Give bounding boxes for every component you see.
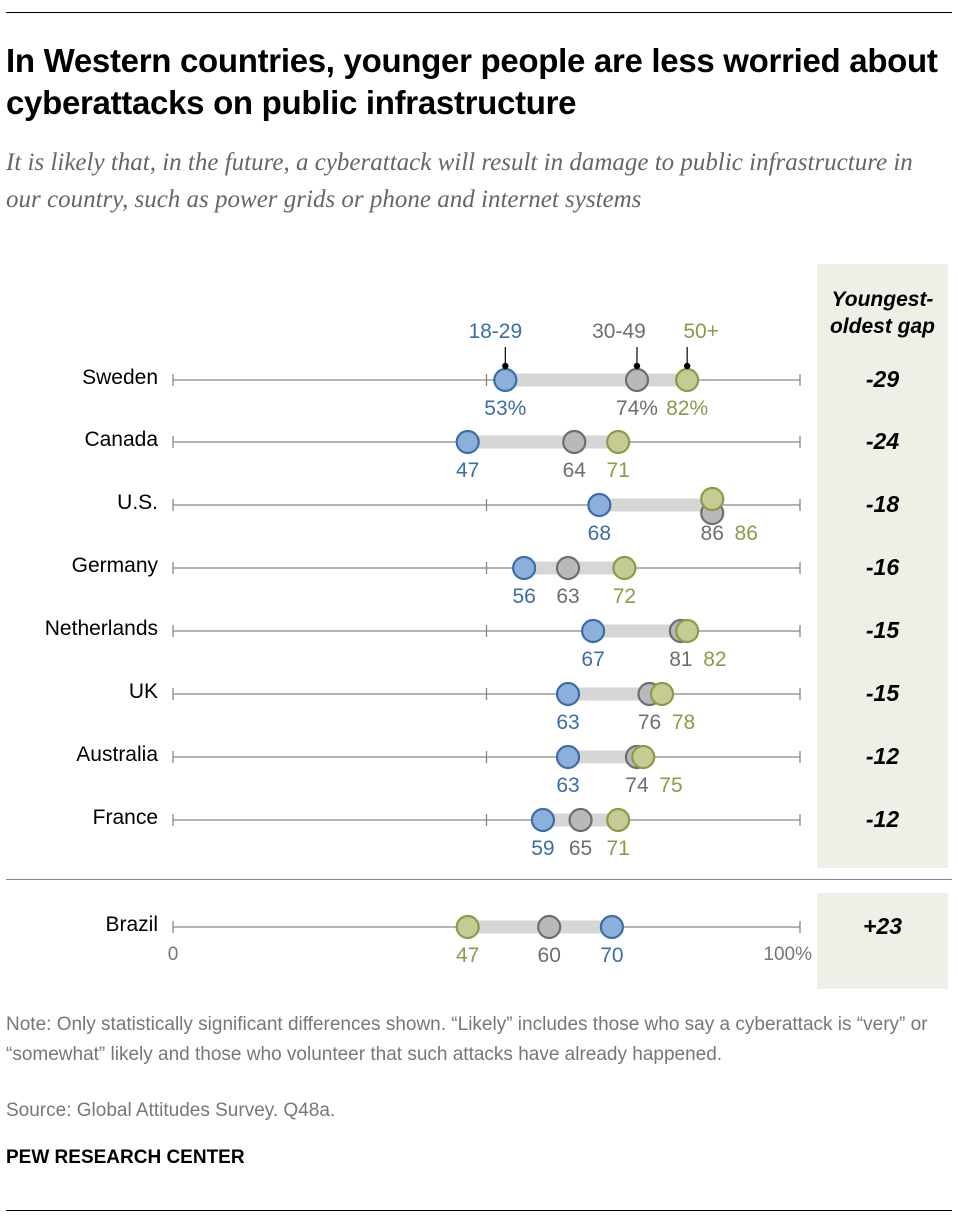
dot-30-49 <box>562 429 587 455</box>
value-label-30-49: 74% <box>616 397 658 420</box>
dot-18-29 <box>512 555 537 581</box>
gap-value: -24 <box>865 428 900 454</box>
value-label-18-29: 56 <box>512 585 535 608</box>
dot-18-29 <box>587 492 612 518</box>
dot-50+ <box>649 681 675 707</box>
value-label-30-49: 63 <box>556 585 579 608</box>
dot-18-29 <box>530 807 556 833</box>
value-label-18-29: 53% <box>484 397 526 420</box>
value-label-30-49: 74 <box>625 774 649 797</box>
gap-value: +23 <box>862 913 902 939</box>
country-label: Sweden <box>82 366 158 389</box>
dot-50+ <box>700 486 725 512</box>
dot-18-29 <box>580 618 606 644</box>
value-label-50+: 71 <box>606 837 629 860</box>
legend-leader-dot <box>683 362 691 370</box>
dot-50+ <box>612 555 637 581</box>
dot-30-49 <box>537 914 562 940</box>
value-label-50+: 47 <box>456 944 479 967</box>
dot-50+ <box>606 429 631 455</box>
legend-label-18-29: 18-29 <box>468 320 522 343</box>
country-label: Canada <box>84 428 158 451</box>
x-tick-label: 100% <box>763 944 812 965</box>
dot-18-29 <box>493 367 518 393</box>
dot-50+ <box>455 914 480 940</box>
gap-value: -15 <box>865 617 900 643</box>
dot-range-chart: 53% 74% 82% 18-29 30-49 50+ 47 64 71 68 86 86 56 63 72… <box>168 320 812 967</box>
gap-value: -18 <box>865 491 900 517</box>
value-label-18-29: 63 <box>556 711 579 734</box>
country-label: France <box>92 806 158 829</box>
value-label-30-49: 81 <box>669 648 692 671</box>
country-label: Germany <box>71 554 158 577</box>
dot-18-29 <box>555 681 581 707</box>
gap-panel-brazil <box>817 893 948 989</box>
dot-18-29 <box>455 429 480 455</box>
value-label-18-29: 59 <box>531 837 554 860</box>
top-rule <box>6 12 952 13</box>
value-label-18-29: 68 <box>588 522 611 545</box>
dot-50+ <box>675 367 700 393</box>
bottom-rule <box>6 1210 952 1211</box>
dot-50+ <box>675 618 700 644</box>
group-separator <box>6 879 952 880</box>
gap-value: -15 <box>865 680 900 706</box>
value-label-50+: 71 <box>606 459 629 482</box>
value-label-50+: 82% <box>666 397 708 420</box>
legend-label-50+: 50+ <box>683 320 719 343</box>
dot-18-29 <box>555 744 581 770</box>
country-label: Brazil <box>105 913 158 936</box>
value-label-30-49: 60 <box>538 944 561 967</box>
value-label-30-49: 65 <box>569 837 592 860</box>
country-label: U.S. <box>117 491 158 514</box>
chart-source: Source: Global Attitudes Survey. Q48a. <box>6 1100 336 1121</box>
pew-brand-logo: PEW RESEARCH CENTER <box>6 1147 245 1168</box>
gap-value: -29 <box>865 366 900 392</box>
country-label: Australia <box>76 743 158 766</box>
gap-value: -12 <box>865 743 900 769</box>
value-label-50+: 72 <box>613 585 636 608</box>
dot-30-49 <box>555 555 581 581</box>
legend-leader-dot <box>502 362 509 370</box>
value-label-18-29: 47 <box>456 459 479 482</box>
dot-30-49 <box>624 367 650 393</box>
value-label-50+: 75 <box>659 774 682 797</box>
country-label: UK <box>128 680 158 703</box>
value-label-18-29: 70 <box>600 944 623 967</box>
dot-50+ <box>631 744 656 770</box>
value-label-50+: 86 <box>735 522 758 545</box>
gap-column-header: Youngest-oldest gap <box>829 288 935 338</box>
x-tick-label: 0 <box>168 944 179 965</box>
value-label-30-49: 76 <box>638 711 661 734</box>
chart-note: Note: Only statistically significant dif… <box>6 1014 928 1065</box>
value-label-30-49: 64 <box>563 459 587 482</box>
chart-subtitle: It is likely that, in the future, a cybe… <box>6 149 913 213</box>
legend-leader-dot <box>633 362 641 370</box>
value-label-18-29: 63 <box>556 774 579 797</box>
gap-value: -12 <box>865 806 900 832</box>
value-label-50+: 78 <box>672 711 695 734</box>
value-label-18-29: 67 <box>581 648 604 671</box>
country-label: Netherlands <box>44 617 158 640</box>
gap-panel-western <box>817 264 948 868</box>
dot-50+ <box>606 807 631 833</box>
value-label-50+: 82 <box>703 648 726 671</box>
legend-label-30-49: 30-49 <box>592 320 646 343</box>
dot-18-29 <box>599 914 625 940</box>
gap-value: -16 <box>865 554 900 580</box>
value-label-30-49: 86 <box>701 522 724 545</box>
chart-title: In Western countries, younger people are… <box>6 42 938 121</box>
dot-30-49 <box>568 807 593 833</box>
